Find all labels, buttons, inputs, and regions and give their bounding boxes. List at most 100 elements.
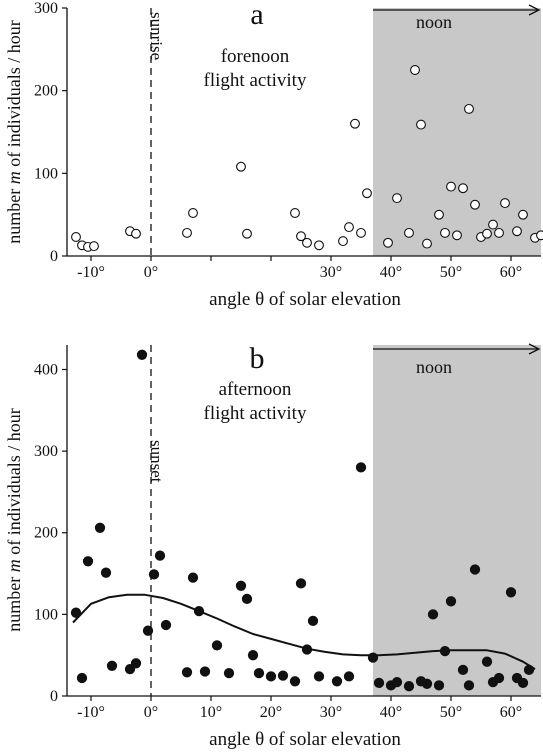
panel-b-data-point [517, 677, 529, 689]
panel-a-y-axis-label-pre: number [4, 184, 24, 243]
panel-a-data-point [416, 119, 426, 130]
panel-b-x-tick-label: 0° [144, 704, 158, 721]
panel-b-data-point [193, 605, 205, 617]
panel-b-data-point [523, 664, 535, 676]
panel-b-data-point [136, 349, 148, 360]
panel-b-data-point [223, 667, 235, 679]
panel-a-data-point [440, 227, 450, 238]
panel-b-data-point [289, 676, 301, 687]
panel-a-x-tick-label: 30° [320, 264, 342, 281]
panel-a-data-point [512, 226, 522, 237]
panel-a: 0 100 200 300 -10° 0° 30° 40° 50° 60° sunrise noon a… [4, 0, 543, 310]
panel-b-data-point [130, 658, 142, 669]
panel-b-data-point [373, 677, 385, 689]
panel-b-x-tick-label: -10° [77, 704, 105, 721]
panel-a-data-point [71, 232, 81, 242]
panel-b-data-point [76, 672, 88, 684]
panel-a-annotation-line2: flight activity [204, 70, 307, 91]
panel-a-data-point [464, 103, 474, 114]
panel-b-noon-label: noon [416, 357, 452, 377]
panel-a-panel-letter: a [250, 0, 263, 31]
panel-a-data-point [362, 188, 372, 199]
panel-a-data-point [482, 228, 492, 239]
panel-b-data-point [481, 656, 493, 667]
panel-a-data-point [452, 230, 462, 241]
panel-a-data-point [89, 241, 99, 252]
panel-a-noon-arrowhead [528, 4, 541, 16]
panel-a-data-point [242, 228, 252, 239]
panel-b-data-point [241, 593, 253, 605]
panel-a-x-tick-label: 60° [500, 264, 522, 281]
panel-b-data-point [253, 667, 265, 679]
panel-b-data-point [355, 462, 367, 473]
panel-b-data-point [391, 676, 403, 688]
panel-a-x-axis-label: angle θ of solar elevation [209, 289, 401, 310]
panel-b-y-tick-label: 400 [34, 361, 58, 378]
panel-a-data-point [131, 228, 141, 239]
panel-b-data-point [421, 678, 433, 689]
panel-b-data-point [313, 671, 325, 682]
panel-b-data-point [70, 607, 82, 618]
panel-a-y-axis-label-post: of individuals / hour [4, 20, 24, 171]
panel-b-data-point [100, 567, 112, 578]
panel-b-y-tick-label: 100 [34, 606, 58, 623]
panel-b-data-point [403, 681, 415, 692]
panel-b-data-point [457, 664, 469, 676]
panel-b: 0 100 200 300 400 -10° 0° 10° 20° 30° 40° 50° 60° sun… [4, 342, 541, 750]
panel-a-data-point [392, 193, 402, 204]
panel-a-y-tick-label: 100 [34, 165, 58, 182]
panel-b-data-point [106, 660, 118, 671]
panel-a-y-tick-label: 0 [50, 248, 58, 265]
panel-a-data-point [434, 209, 444, 220]
panel-b-noon-arrowhead [528, 343, 541, 355]
panel-b-data-point [94, 522, 106, 533]
panel-b-data-point [493, 672, 505, 684]
panel-b-data-point [211, 640, 223, 651]
panel-b-data-point [295, 578, 307, 589]
panel-a-event-label: sunrise [147, 12, 166, 60]
panel-a-x-tick-label: 40° [380, 264, 402, 281]
panel-a-x-tick-label: 50° [440, 264, 462, 281]
panel-b-y-axis-label: number m of individuals / hour [4, 408, 24, 631]
panel-a-data-point [500, 198, 510, 209]
panel-b-data-point [433, 680, 445, 691]
panel-a-data-point [458, 183, 468, 194]
panel-a-y-axis-label: number m of individuals / hour [4, 20, 24, 243]
panel-b-y-axis-label-post: of individuals / hour [4, 408, 24, 559]
panel-a-data-point [314, 240, 324, 251]
panel-a-data-point [356, 227, 366, 238]
panel-b-data-point [199, 666, 211, 677]
panel-b-y-axis-label-pre: number [4, 572, 24, 631]
panel-b-annotation-line1: afternoon [219, 379, 292, 400]
panel-a-data-point [518, 209, 528, 220]
panel-b-data-point [331, 676, 343, 687]
panel-a-data-point [236, 161, 246, 172]
panel-b-data-point [160, 619, 172, 631]
panel-b-data-point [154, 550, 166, 561]
panel-b-noon-region [373, 345, 541, 696]
panel-b-data-point [505, 587, 517, 598]
panel-b-data-point [142, 625, 154, 636]
panel-b-x-tick-label: 40° [380, 704, 402, 721]
panel-b-data-point [247, 650, 259, 661]
panel-a-data-point [488, 219, 498, 230]
panel-a-data-point [296, 231, 306, 242]
panel-a-x-tick-label: -10° [77, 264, 105, 281]
panel-b-x-tick-label: 60° [500, 704, 522, 721]
panel-a-data-point [536, 230, 543, 241]
panel-b-y-tick-label: 200 [34, 525, 58, 542]
panel-a-data-point [410, 65, 420, 75]
panel-b-x-tick-label: 30° [320, 704, 342, 721]
panel-b-data-point [235, 580, 247, 591]
panel-a-data-point [494, 227, 504, 238]
panel-b-data-point [463, 680, 475, 691]
panel-b-data-point [265, 671, 277, 682]
panel-b-data-point [301, 644, 313, 655]
panel-a-data-point [470, 199, 480, 210]
panel-a-y-axis-label-var: m [4, 171, 24, 184]
panel-b-x-tick-label: 10° [200, 704, 222, 721]
panel-b-x-tick-label: 20° [260, 704, 282, 721]
panel-b-data-point [343, 671, 355, 682]
panel-a-data-point [404, 227, 414, 238]
